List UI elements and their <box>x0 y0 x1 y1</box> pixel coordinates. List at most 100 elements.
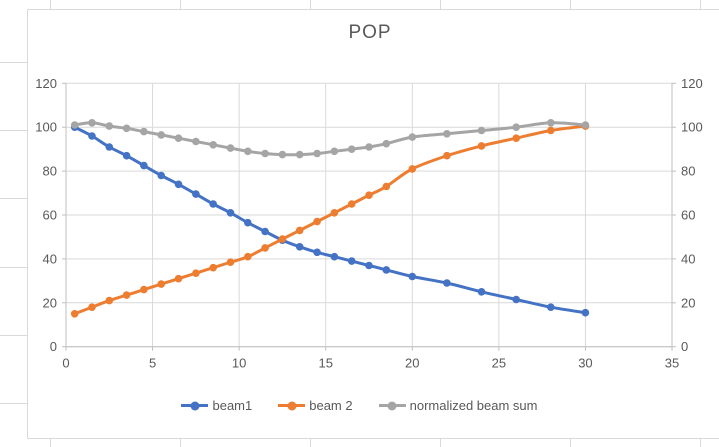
series-marker-normalized-beam-sum[interactable] <box>70 121 79 129</box>
series-marker-beam-2[interactable] <box>105 296 114 305</box>
series-marker-beam1[interactable] <box>226 209 235 217</box>
series-marker-beam-2[interactable] <box>382 182 391 191</box>
x-axis-tick-label[interactable]: 15 <box>318 356 332 371</box>
series-marker-beam-2[interactable] <box>244 252 252 261</box>
x-axis-tick-label[interactable]: 0 <box>62 356 69 371</box>
series-marker-normalized-beam-sum[interactable] <box>209 141 217 149</box>
series-marker-normalized-beam-sum[interactable] <box>408 133 417 141</box>
series-marker-beam-2[interactable] <box>122 291 131 299</box>
series-marker-beam-2[interactable] <box>512 134 520 142</box>
y-axis-right-tick-label[interactable]: 0 <box>681 339 688 354</box>
series-marker-normalized-beam-sum[interactable] <box>512 123 520 131</box>
series-marker-beam1[interactable] <box>408 272 417 281</box>
series-marker-beam-2[interactable] <box>278 235 287 243</box>
x-axis-tick-label[interactable]: 35 <box>665 356 679 371</box>
series-marker-beam1[interactable] <box>295 243 304 251</box>
series-marker-normalized-beam-sum[interactable] <box>382 139 391 148</box>
y-axis-left-tick-label[interactable]: 120 <box>35 76 57 91</box>
series-marker-beam1[interactable] <box>347 257 356 265</box>
y-axis-left-tick-label[interactable]: 80 <box>43 164 57 179</box>
series-marker-beam-2[interactable] <box>443 151 451 160</box>
y-axis-left-tick-label[interactable]: 100 <box>35 120 57 135</box>
series-marker-beam1[interactable] <box>512 295 520 304</box>
series-marker-beam1[interactable] <box>547 303 555 312</box>
x-axis-tick-label[interactable]: 10 <box>232 356 246 371</box>
series-marker-normalized-beam-sum[interactable] <box>347 145 356 153</box>
series-marker-beam1[interactable] <box>88 132 96 140</box>
series-marker-beam1[interactable] <box>382 266 391 274</box>
series-marker-beam-2[interactable] <box>313 217 321 226</box>
series-marker-beam1[interactable] <box>443 279 451 287</box>
series-marker-beam-2[interactable] <box>330 209 339 217</box>
x-axis-tick-label[interactable]: 25 <box>492 356 506 371</box>
series-marker-normalized-beam-sum[interactable] <box>295 150 304 159</box>
series-marker-normalized-beam-sum[interactable] <box>261 149 269 158</box>
series-marker-beam-2[interactable] <box>192 269 200 278</box>
series-marker-beam1[interactable] <box>157 171 165 180</box>
series-marker-beam-2[interactable] <box>295 226 304 235</box>
series-marker-normalized-beam-sum[interactable] <box>192 137 200 146</box>
chart-title[interactable]: POP <box>348 22 392 43</box>
series-marker-beam-2[interactable] <box>209 263 217 272</box>
y-axis-right-tick-label[interactable]: 120 <box>681 76 703 91</box>
series-marker-normalized-beam-sum[interactable] <box>105 122 114 130</box>
y-axis-left-tick-label[interactable]: 40 <box>43 251 57 266</box>
y-axis-right-tick-label[interactable]: 60 <box>681 208 695 223</box>
series-marker-normalized-beam-sum[interactable] <box>330 147 339 156</box>
series-marker-normalized-beam-sum[interactable] <box>157 131 165 139</box>
series-marker-normalized-beam-sum[interactable] <box>581 121 590 129</box>
series-marker-beam1[interactable] <box>192 190 200 198</box>
series-marker-normalized-beam-sum[interactable] <box>244 147 252 156</box>
series-marker-normalized-beam-sum[interactable] <box>313 149 321 158</box>
series-marker-normalized-beam-sum[interactable] <box>278 150 287 159</box>
series-marker-beam-2[interactable] <box>408 165 417 173</box>
series-marker-beam-2[interactable] <box>477 142 486 150</box>
series-marker-beam1[interactable] <box>477 288 486 296</box>
y-axis-right-tick-label[interactable]: 100 <box>681 120 703 135</box>
series-marker-beam1[interactable] <box>209 200 217 208</box>
series-marker-beam1[interactable] <box>261 227 269 236</box>
series-marker-beam1[interactable] <box>581 308 590 317</box>
series-marker-beam-2[interactable] <box>347 200 356 208</box>
series-marker-normalized-beam-sum[interactable] <box>226 144 235 152</box>
series-marker-beam-2[interactable] <box>547 126 555 135</box>
series-line-beam-2[interactable] <box>73 124 587 316</box>
y-axis-left-tick-label[interactable]: 60 <box>43 208 57 223</box>
series-marker-beam-2[interactable] <box>261 244 269 252</box>
series-marker-normalized-beam-sum[interactable] <box>122 124 131 133</box>
legend-item-beam-2[interactable]: beam 2 <box>278 398 353 413</box>
series-marker-beam1[interactable] <box>313 248 321 257</box>
y-axis-right-tick-label[interactable]: 80 <box>681 164 695 179</box>
y-axis-right-tick-label[interactable]: 20 <box>681 295 695 310</box>
series-marker-normalized-beam-sum[interactable] <box>547 119 555 127</box>
series-marker-beam-2[interactable] <box>157 280 165 288</box>
series-marker-normalized-beam-sum[interactable] <box>88 119 96 127</box>
y-axis-left-tick-label[interactable]: 0 <box>50 339 57 354</box>
series-marker-normalized-beam-sum[interactable] <box>477 126 486 135</box>
y-axis-left-tick-label[interactable]: 20 <box>43 295 57 310</box>
legend-item-normalized-beam-sum[interactable]: normalized beam sum <box>378 398 538 413</box>
series-marker-beam-2[interactable] <box>174 274 183 283</box>
x-axis-tick-label[interactable]: 20 <box>405 356 419 371</box>
series-marker-beam-2[interactable] <box>70 310 79 318</box>
x-axis-tick-label[interactable]: 30 <box>578 356 592 371</box>
series-marker-beam1[interactable] <box>122 151 131 160</box>
series-marker-beam-2[interactable] <box>226 258 235 267</box>
series-marker-normalized-beam-sum[interactable] <box>140 127 148 136</box>
x-axis-tick-label[interactable]: 5 <box>149 356 156 371</box>
legend-item-beam1[interactable]: beam1 <box>181 398 252 413</box>
series-line-beam1[interactable] <box>73 125 587 315</box>
series-marker-beam1[interactable] <box>140 161 148 170</box>
series-marker-beam1[interactable] <box>105 143 114 151</box>
series-marker-beam-2[interactable] <box>140 285 148 294</box>
series-marker-normalized-beam-sum[interactable] <box>365 143 373 151</box>
chart-panel[interactable] <box>27 9 719 439</box>
series-marker-normalized-beam-sum[interactable] <box>174 134 183 142</box>
series-marker-beam-2[interactable] <box>365 191 373 199</box>
series-marker-beam1[interactable] <box>330 252 339 261</box>
series-marker-normalized-beam-sum[interactable] <box>443 130 451 138</box>
series-marker-beam-2[interactable] <box>88 303 96 312</box>
y-axis-right-tick-label[interactable]: 40 <box>681 251 695 266</box>
series-marker-beam1[interactable] <box>174 180 183 189</box>
